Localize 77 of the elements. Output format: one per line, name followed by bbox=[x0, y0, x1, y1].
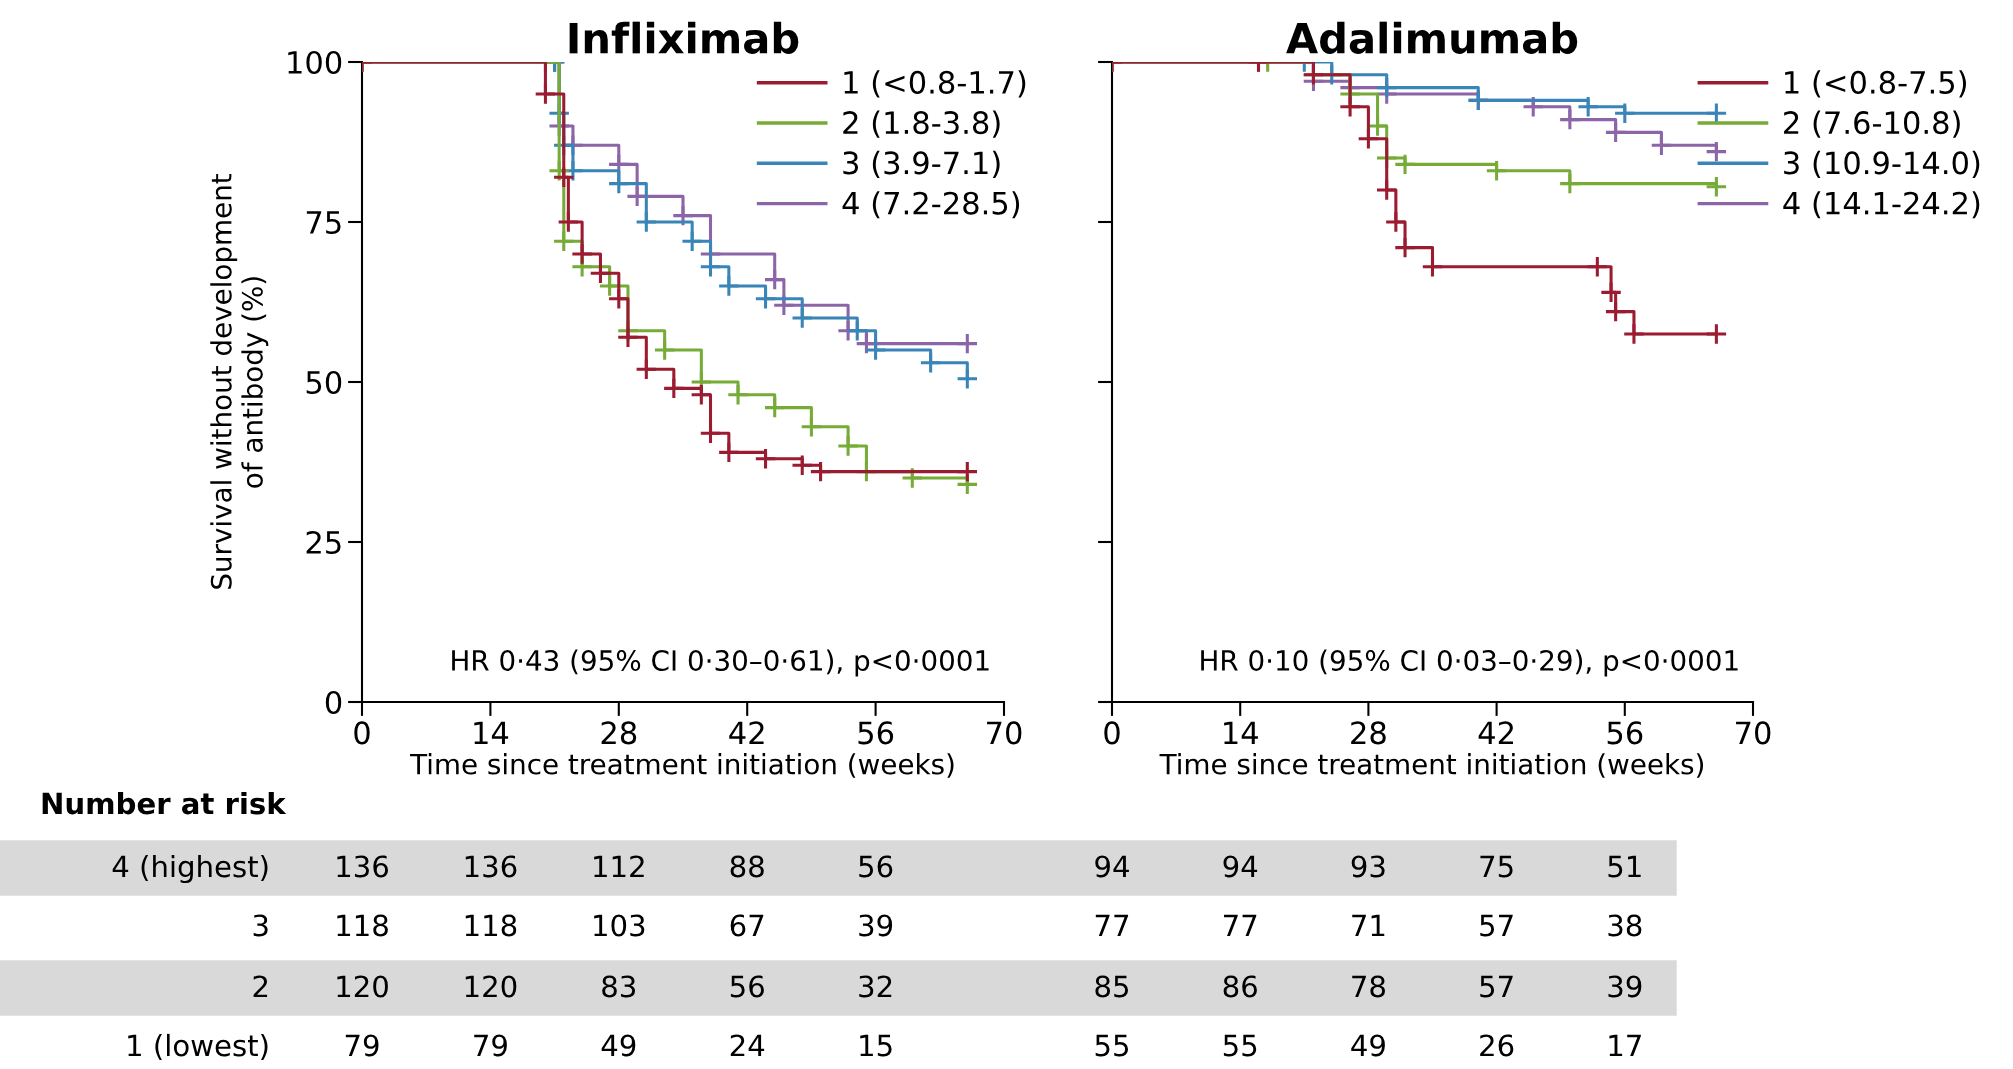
text: 103 bbox=[594, 914, 645, 937]
x-tick-label: 28 bbox=[1351, 721, 1386, 745]
text: 79 bbox=[345, 1034, 379, 1057]
legend-label: 2 (7.6-10.8) bbox=[1784, 110, 1960, 138]
y-tick-label: 0 bbox=[325, 690, 342, 715]
text: Number at risk bbox=[42, 791, 287, 815]
text: 112 bbox=[594, 855, 644, 878]
text: 55 bbox=[1095, 1034, 1129, 1057]
text: 32 bbox=[859, 975, 892, 998]
text: 67 bbox=[730, 914, 764, 937]
legend-label: 3 (3.9-7.1) bbox=[843, 150, 1000, 179]
text: 120 bbox=[465, 975, 517, 998]
text: 57 bbox=[1480, 914, 1513, 937]
legend-label: 4 (7.2-28.5) bbox=[842, 191, 1020, 219]
x-tick-label: 56 bbox=[858, 721, 894, 745]
text: 78 bbox=[1352, 975, 1385, 998]
text: 77 bbox=[1224, 914, 1257, 937]
text: 55 bbox=[1223, 1034, 1257, 1057]
chart-title: Infliximab bbox=[569, 21, 799, 54]
legend-label: 2 (1.8-3.8) bbox=[843, 110, 1000, 138]
y-tick-label: 25 bbox=[306, 530, 341, 555]
annotation: HR 0·10 (95% CI 0·03–0·29), p<0·0001 bbox=[1201, 649, 1738, 677]
text: 26 bbox=[1480, 1034, 1514, 1057]
text: 39 bbox=[859, 914, 893, 937]
annotation: HR 0·43 (95% CI 0·30–0·61), p<0·0001 bbox=[452, 649, 989, 677]
text: 83 bbox=[602, 975, 636, 998]
text: 49 bbox=[1351, 1034, 1385, 1057]
y-tick-label: 75 bbox=[306, 211, 341, 235]
x-tick-label: 0 bbox=[354, 721, 370, 745]
x-tick-label: 70 bbox=[1736, 721, 1771, 745]
y-axis-title: Survival without development of antibody (%) bbox=[210, 174, 269, 589]
category-label: 2 bbox=[253, 975, 268, 998]
text: 51 bbox=[1608, 855, 1641, 878]
x-tick-label: 42 bbox=[729, 721, 764, 744]
text: 38 bbox=[1608, 914, 1642, 937]
x-tick-label: 42 bbox=[1478, 721, 1513, 744]
text: 136 bbox=[465, 855, 517, 878]
x-tick-label: 28 bbox=[601, 721, 637, 745]
text: 56 bbox=[859, 855, 893, 878]
x-tick-label: 56 bbox=[1607, 721, 1643, 745]
legend-label: 1 (<0.8-7.5) bbox=[1785, 70, 1966, 98]
text: 86 bbox=[1223, 975, 1257, 998]
text: 118 bbox=[465, 914, 517, 937]
chart-title: Adalimumab bbox=[1286, 21, 1578, 54]
y-tick-label: 50 bbox=[306, 370, 342, 395]
text: 77 bbox=[1095, 914, 1129, 937]
text: 120 bbox=[337, 975, 388, 998]
text: 15 bbox=[860, 1034, 892, 1057]
text: 94 bbox=[1095, 855, 1129, 878]
legend-label: 4 (14.1-24.2) bbox=[1783, 191, 1980, 219]
text: 75 bbox=[1480, 855, 1513, 878]
text: 57 bbox=[1480, 975, 1513, 998]
x-axis-title: Time since treatment initiation (weeks) bbox=[1159, 753, 1704, 778]
legend-label: 1 (<0.8-1.7) bbox=[844, 70, 1026, 98]
x-tick-label: 14 bbox=[1224, 721, 1258, 744]
text: 88 bbox=[730, 855, 764, 878]
x-axis-title: Time since treatment initiation (weeks) bbox=[410, 753, 954, 778]
text: 79 bbox=[474, 1034, 507, 1057]
text: 17 bbox=[1609, 1034, 1641, 1057]
category-label: 3 bbox=[253, 914, 268, 937]
y-tick-label: 100 bbox=[288, 50, 342, 75]
text: 24 bbox=[730, 1034, 765, 1057]
text: 136 bbox=[337, 855, 388, 878]
x-tick-label: 70 bbox=[987, 721, 1022, 745]
text: 85 bbox=[1095, 975, 1129, 998]
text: 56 bbox=[730, 975, 764, 998]
text: 71 bbox=[1352, 914, 1385, 937]
text: 93 bbox=[1351, 855, 1385, 878]
x-tick-label: 14 bbox=[474, 721, 509, 744]
category-label: 4 (highest) bbox=[112, 854, 268, 884]
text: 118 bbox=[337, 914, 388, 937]
text: 94 bbox=[1223, 855, 1258, 878]
text: 49 bbox=[601, 1034, 636, 1057]
x-tick-label: 0 bbox=[1104, 721, 1120, 745]
text: 39 bbox=[1608, 975, 1642, 998]
legend-label: 3 (10.9-14.0) bbox=[1784, 150, 1980, 179]
category-label: 1 (lowest) bbox=[128, 1033, 268, 1060]
